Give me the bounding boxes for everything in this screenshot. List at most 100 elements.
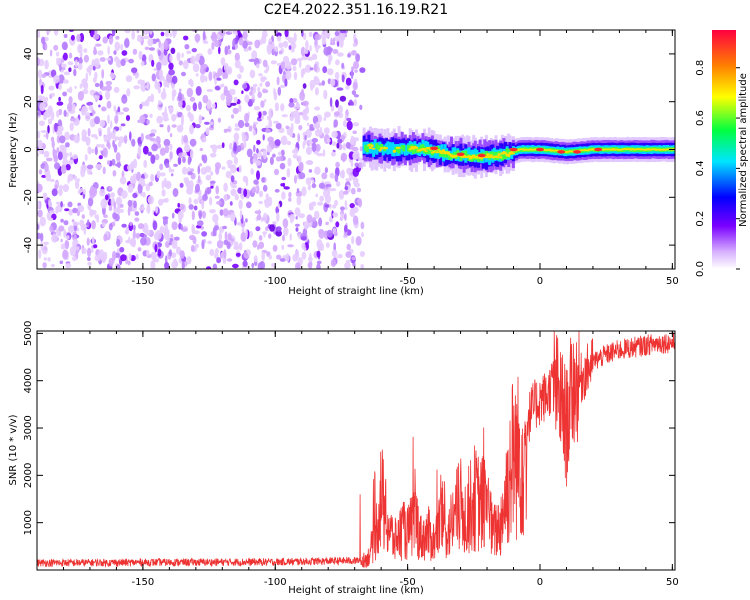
noise-blob (337, 52, 344, 57)
noise-blob (164, 262, 170, 269)
noise-blob (161, 180, 165, 190)
noise-blob (337, 105, 343, 114)
x-tick-label: 0 (537, 276, 543, 287)
signal-cell (653, 148, 657, 151)
noise-blob (87, 146, 91, 155)
noise-blob (177, 210, 184, 220)
noise-blob (68, 159, 74, 165)
noise-blob (278, 50, 283, 55)
noise-blob (324, 111, 331, 118)
noise-blob (67, 102, 73, 112)
noise-blob (159, 147, 166, 156)
signal-cell (491, 151, 495, 156)
noise-blob (241, 90, 244, 94)
signal-cell (551, 149, 555, 152)
noise-blob (189, 138, 197, 147)
signal-cell (480, 156, 484, 160)
noise-blob (161, 198, 168, 203)
noise-blob (184, 44, 190, 50)
noise-blob (345, 178, 352, 182)
signal-cell (461, 155, 465, 158)
noise-blob (351, 90, 357, 96)
signal-cell (392, 149, 396, 153)
noise-blob (67, 201, 73, 208)
noise-blob (305, 64, 312, 73)
noise-blob (340, 213, 344, 221)
noise-blob (163, 118, 170, 122)
noise-blob (195, 86, 202, 96)
signal-cell (600, 148, 604, 151)
noise-blob (344, 213, 347, 221)
noise-blob (325, 221, 329, 226)
noise-blob (155, 230, 162, 240)
y-tick-label: 1000 (23, 510, 34, 535)
noise-blob (280, 149, 285, 156)
signal-cell (627, 148, 631, 150)
signal-cell (396, 146, 399, 152)
noise-blob (92, 110, 96, 115)
signal-cell (397, 146, 401, 149)
signal-cell (478, 157, 482, 159)
noise-blob (164, 30, 170, 38)
noise-blob (53, 74, 60, 84)
noise-blob (142, 227, 147, 233)
noise-blob (174, 236, 180, 241)
noise-blob (37, 200, 40, 210)
noise-blob (306, 214, 313, 224)
noise-blob (238, 165, 242, 173)
noise-blob (86, 237, 90, 246)
noise-blob (86, 219, 90, 229)
noise-blob (238, 242, 243, 251)
noise-blob (250, 86, 254, 92)
snr-line (37, 331, 675, 569)
noise-blob (40, 84, 44, 95)
noise-blob (150, 173, 155, 182)
noise-blob (38, 249, 42, 259)
noise-blob (171, 239, 178, 249)
noise-blob (81, 214, 86, 220)
noise-blob (190, 148, 194, 159)
noise-blob (177, 156, 182, 165)
noise-blob (197, 165, 201, 175)
noise-blob (290, 42, 297, 50)
noise-blob (299, 161, 304, 171)
noise-blob (307, 256, 313, 262)
signal-cell (367, 144, 371, 147)
noise-blob (152, 220, 158, 231)
noise-blob (58, 96, 61, 102)
noise-blob (115, 152, 121, 161)
signal-cell (619, 149, 623, 151)
signal-cell (651, 148, 655, 151)
signal-cell (545, 149, 549, 151)
signal-cell (381, 146, 385, 156)
noise-blob (294, 223, 300, 227)
noise-blob (70, 157, 73, 161)
noise-blob (352, 82, 358, 91)
signal-cell (583, 149, 587, 151)
signal-cell (615, 148, 619, 151)
noise-blob (229, 88, 236, 96)
noise-blob (37, 139, 43, 148)
noise-blob (341, 62, 345, 69)
noise-blob (280, 103, 285, 112)
noise-blob (214, 40, 220, 47)
noise-blob (51, 140, 55, 149)
signal-cell (523, 149, 526, 151)
noise-blob (273, 120, 280, 124)
noise-blob (339, 95, 347, 102)
signal-cell (607, 148, 611, 151)
noise-blob (205, 174, 212, 181)
noise-blob (56, 135, 61, 144)
noise-blob (301, 251, 307, 260)
noise-blob (337, 254, 343, 259)
noise-blob (74, 59, 78, 68)
noise-blob (178, 217, 182, 224)
noise-blob (108, 257, 114, 267)
noise-blob (109, 72, 115, 78)
noise-blob (105, 90, 111, 101)
noise-blob (216, 144, 223, 149)
noise-blob (149, 47, 155, 51)
noise-blob (212, 144, 217, 154)
noise-blob (119, 176, 127, 185)
signal-cell (642, 149, 646, 151)
